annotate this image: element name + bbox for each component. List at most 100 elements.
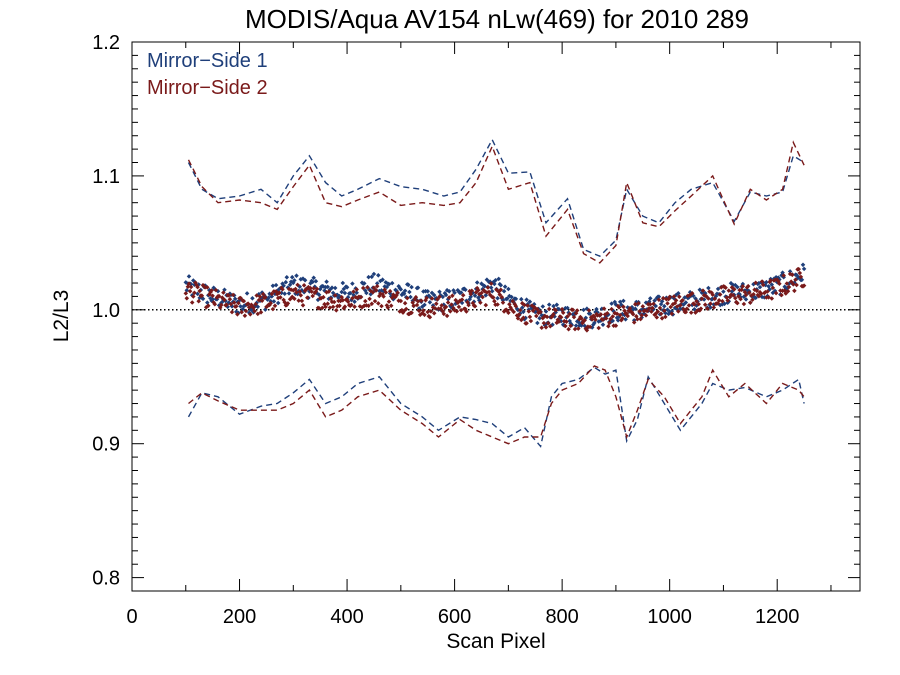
series-1-point <box>498 282 504 288</box>
series-1-point <box>244 291 250 296</box>
series-1-point <box>683 300 689 305</box>
series-2-point <box>330 304 336 310</box>
series-2-point <box>677 294 682 299</box>
series-2-point <box>720 298 725 304</box>
series-2-point <box>786 284 792 290</box>
series-2-point <box>736 294 741 299</box>
series-2-point <box>296 298 301 303</box>
series-2-point <box>543 325 549 330</box>
series-2-point <box>754 288 760 294</box>
series-1-point <box>332 285 338 291</box>
series-2-point <box>785 288 791 294</box>
series-2-point <box>365 285 370 290</box>
series-2-point <box>759 279 765 284</box>
y-axis-title: L2/L3 <box>50 290 73 343</box>
series-2-point <box>360 285 366 291</box>
series-1-point <box>376 273 381 278</box>
series-2-point <box>295 282 300 288</box>
series-2-point <box>640 304 646 309</box>
series-2-point <box>383 290 389 295</box>
series-1-point <box>600 322 606 327</box>
series-2-point <box>219 302 224 308</box>
series-2-point <box>650 305 655 311</box>
series-2-point <box>725 298 730 303</box>
series-2-point <box>671 294 677 299</box>
series-2-point <box>402 300 408 306</box>
series-2-point <box>526 309 532 314</box>
series-2-point <box>657 305 663 311</box>
series-2-point <box>751 292 756 297</box>
y-tick-label: 0.9 <box>92 434 120 456</box>
series-2-point <box>298 293 304 298</box>
series-2-point <box>421 308 426 313</box>
y-tick-label: 1.0 <box>92 300 120 322</box>
series-1-point <box>302 277 308 283</box>
series-2-point <box>643 313 649 318</box>
series-2-point <box>576 326 581 331</box>
series-2-point <box>427 314 433 320</box>
series-2-point <box>792 288 797 294</box>
series-2-point <box>464 309 469 314</box>
series-1-point <box>519 296 524 302</box>
series-2-point <box>345 299 351 304</box>
series-1-point <box>489 288 495 294</box>
series-2-point <box>409 310 414 316</box>
series-2-point <box>342 304 348 309</box>
series-2-point <box>716 298 722 303</box>
series-2-point <box>541 320 547 326</box>
series-1-point <box>743 297 749 302</box>
series-1-point <box>313 278 319 284</box>
series-2-point <box>696 301 701 307</box>
x-tick-label: 600 <box>438 606 471 628</box>
series-1-point <box>384 284 390 290</box>
series-1-point <box>656 294 662 299</box>
series-2-point <box>379 303 384 309</box>
chart-title: MODIS/Aqua AV154 nLw(469) for 2010 289 <box>245 4 749 34</box>
series-2-point <box>779 292 784 298</box>
series-2-point <box>726 288 732 293</box>
series-2-point <box>692 302 697 307</box>
series-2-point <box>534 313 539 319</box>
series-2-point <box>694 299 699 304</box>
series-1-point <box>269 294 275 299</box>
series-2-point <box>437 294 442 300</box>
series-2-point <box>255 311 261 317</box>
series-2-point <box>603 316 609 321</box>
series-1-point <box>474 280 480 285</box>
series-2-point <box>609 306 614 312</box>
series-2-point <box>191 294 196 299</box>
series-2-point <box>750 297 755 302</box>
series-2-point <box>711 305 717 310</box>
series-2-point <box>797 270 803 276</box>
y-tick-label: 1.1 <box>92 166 120 188</box>
series-1-point <box>757 284 763 290</box>
series-2-point <box>551 311 556 317</box>
series-2-point <box>784 281 790 286</box>
series-2-point <box>568 323 573 329</box>
series-1-point <box>340 280 346 286</box>
series-2-point <box>768 278 773 283</box>
series-2-point <box>398 298 404 304</box>
series-2-point <box>446 295 452 300</box>
series-2-point <box>320 305 325 311</box>
series-2-point <box>606 323 611 329</box>
series-2-point <box>301 283 307 288</box>
series-2-point <box>500 300 506 305</box>
series-2-point <box>777 281 782 286</box>
series-2-point <box>216 293 222 299</box>
series-2-point <box>236 300 241 306</box>
series-2-point <box>257 294 263 299</box>
series-2-point <box>522 302 527 308</box>
series-2-point <box>723 285 728 290</box>
series-2-point <box>415 299 421 304</box>
series-1-point <box>735 284 740 290</box>
series-1-point <box>431 292 437 298</box>
series-2-point <box>311 286 316 291</box>
series-1-point <box>521 309 526 315</box>
series-2-point <box>525 303 530 308</box>
series-2-point <box>579 316 584 321</box>
series-2-point <box>238 295 243 301</box>
series-1-point <box>362 281 367 286</box>
series-2-point <box>745 283 751 289</box>
